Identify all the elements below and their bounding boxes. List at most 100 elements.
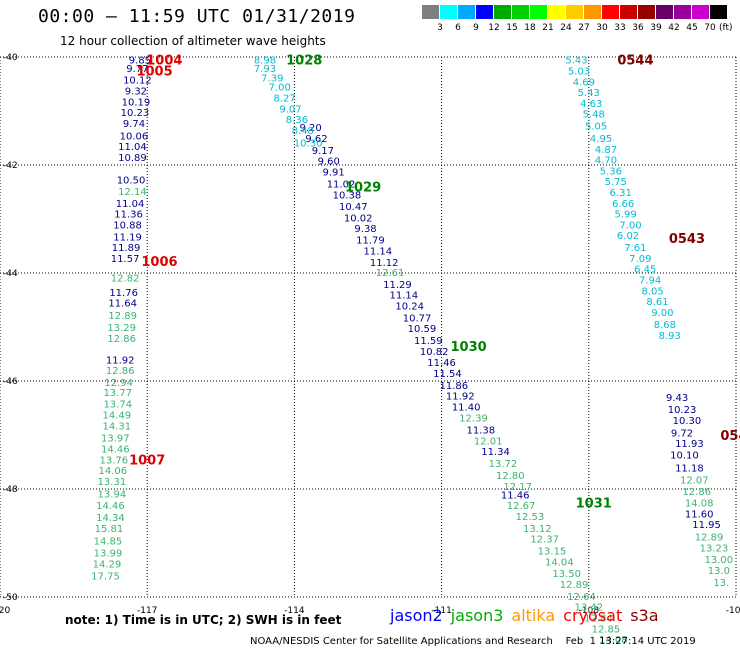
data-point-cyan: 6.31 <box>610 188 632 199</box>
data-point-jason2: 10.88 <box>113 220 142 231</box>
data-point-jason3: 12.17 <box>503 482 532 493</box>
data-point-cyan: 7.93 <box>254 64 276 75</box>
data-point-jason3: 13.74 <box>103 400 132 411</box>
data-point-jason2: 11.19 <box>113 232 142 243</box>
color-tick-label: 45 <box>686 23 698 33</box>
data-point-jason3: 14.04 <box>545 557 574 568</box>
data-point-jason3: 12.14 <box>118 187 147 198</box>
data-point-jason2: 11.02 <box>327 179 356 190</box>
data-point-jason2: 10.06 <box>120 131 149 142</box>
data-point-jason3: 13.15 <box>538 547 567 558</box>
data-point-cyan: 5.43 <box>565 56 587 67</box>
y-tick-label: -46 <box>3 377 18 387</box>
data-point-jason2: 10.38 <box>333 191 362 202</box>
color-tick-label: 42 <box>668 23 680 33</box>
data-point-jason3: 13.94 <box>98 489 127 500</box>
data-point-cyan: 4.63 <box>580 99 602 110</box>
time-label: 1029 <box>345 181 381 196</box>
data-point-jason3: 12.80 <box>496 471 525 482</box>
data-point-jason2: 10.50 <box>117 176 146 187</box>
data-point-cyan: 7.00 <box>269 83 291 94</box>
legend-item-jason3: jason3 <box>450 606 504 625</box>
data-point-jason2: 9.43 <box>666 393 688 404</box>
data-point-jason3: 12.85 <box>592 624 621 635</box>
data-point-cyan: 8.68 <box>654 320 676 331</box>
data-point-jason3: 14.29 <box>93 560 122 571</box>
color-tick-label: 36 <box>632 23 644 33</box>
time-label: 0542 <box>720 429 740 444</box>
data-point-jason3: 12.61 <box>376 268 405 279</box>
data-point-jason3: 13.99 <box>94 549 123 560</box>
data-point-jason2: 11.76 <box>109 288 138 299</box>
data-point-cyan: 7.00 <box>619 220 641 231</box>
data-point-jason2: 10.24 <box>395 301 424 312</box>
data-point-jason2: 11.40 <box>452 402 481 413</box>
data-point-jason3: 14.85 <box>94 536 123 547</box>
legend-item-cryosat: cryosat <box>563 606 623 625</box>
data-point-jason2: 11.36 <box>114 210 143 221</box>
data-point-jason2: 9.17 <box>312 146 334 157</box>
data-point-jason2: 9.85 <box>129 56 151 67</box>
time-label: 1004 <box>146 54 182 69</box>
data-point-jason3: 12.86 <box>106 366 135 377</box>
data-point-jason3: 12.37 <box>530 535 559 546</box>
data-point-jason2: 9.38 <box>354 224 376 235</box>
data-point-jason3: 14.34 <box>96 513 125 524</box>
data-point-jason3: 14.46 <box>96 501 125 512</box>
data-point-jason2: 11.14 <box>389 291 418 302</box>
legend-item-jason2: jason2 <box>390 606 443 625</box>
data-point-jason3: 12.86 <box>107 334 136 345</box>
data-point-jason3: 12.82 <box>111 273 140 284</box>
color-tick-label: 30 <box>596 23 608 33</box>
color-swatch <box>638 5 656 19</box>
time-label: 0544 <box>617 54 653 69</box>
data-point-cyan: 4.87 <box>595 145 617 156</box>
data-point-cyan: 8.36 <box>286 115 308 126</box>
data-point-jason2: 10.47 <box>339 202 368 213</box>
data-point-jason2: 11.38 <box>467 426 496 437</box>
data-point-cyan: 4.69 <box>573 77 595 88</box>
data-point-jason3: 15.81 <box>95 524 124 535</box>
color-swatch <box>602 5 620 19</box>
data-point-jason3: 14.08 <box>599 635 628 646</box>
data-point-cyan: 7.94 <box>639 275 661 286</box>
data-point-jason3: 12.53 <box>516 512 545 523</box>
data-point-jason2: 11.46 <box>501 490 530 501</box>
data-point-cyan: 7.61 <box>624 243 646 254</box>
data-point-jason2: 10.77 <box>403 313 432 324</box>
color-swatch <box>710 5 728 19</box>
data-point-jason2: 9.74 <box>123 119 145 130</box>
data-point-jason3: 13.23 <box>700 543 729 554</box>
data-point-jason3: 13.31 <box>98 477 127 488</box>
y-tick-label: -48 <box>3 485 18 495</box>
data-point-jason2: 11.04 <box>118 142 147 153</box>
color-tick-label: 12 <box>488 23 500 33</box>
data-point-jason2: 9.77 <box>126 64 148 75</box>
color-swatch <box>692 5 710 19</box>
color-tick-label: 27 <box>578 23 590 33</box>
y-tick-label: -42 <box>3 161 18 171</box>
x-tick-label: -120 <box>0 606 10 616</box>
color-swatch <box>674 5 692 19</box>
data-point-cyan: 9.07 <box>279 104 301 115</box>
data-point-jason3: 13.76 <box>100 455 129 466</box>
color-tick-label: 6 <box>455 23 461 33</box>
time-label: 1028 <box>286 54 322 69</box>
color-tick-label: 39 <box>650 23 662 33</box>
data-point-cyan: 5.48 <box>583 110 605 121</box>
color-tick-label: 18 <box>524 23 536 33</box>
data-point-cyan: 4.70 <box>595 156 617 167</box>
data-point-jason3: 14.08 <box>685 499 714 510</box>
data-point-jason2: 10.02 <box>344 213 373 224</box>
data-point-jason2: 11.60 <box>685 509 714 520</box>
data-point-cyan: 5.43 <box>578 88 600 99</box>
data-point-jason2: 9.60 <box>318 157 340 168</box>
data-point-cyan: 7.09 <box>629 254 651 265</box>
data-point-jason2: 11.79 <box>356 236 385 247</box>
color-tick-label: 21 <box>542 23 554 33</box>
color-swatch <box>458 5 476 19</box>
data-point-jason2: 10.59 <box>408 324 437 335</box>
data-point-jason2: 9.72 <box>671 428 693 439</box>
data-point-jason2: 11.92 <box>106 355 135 366</box>
